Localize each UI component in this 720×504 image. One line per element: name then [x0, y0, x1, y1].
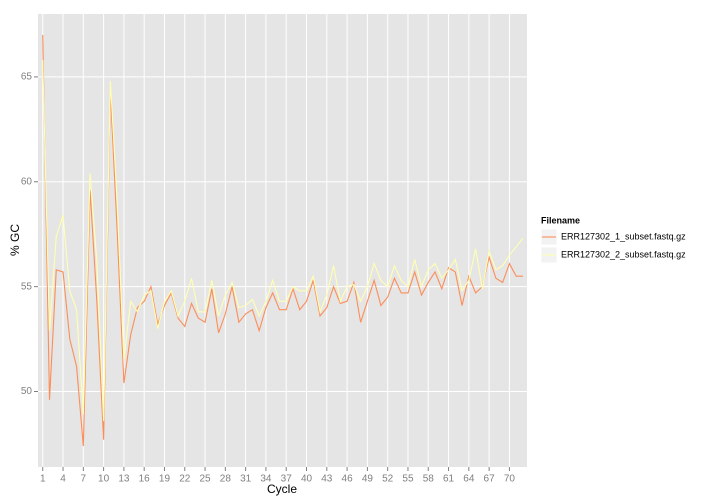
series-line	[42, 60, 524, 421]
series-line	[42, 34, 523, 447]
x-tick-label: 22	[179, 474, 191, 485]
x-tick-label: 46	[342, 474, 354, 485]
x-tick-label: 10	[98, 474, 110, 485]
legend-title: Filename	[541, 215, 580, 225]
x-tick-label: 58	[423, 474, 435, 485]
x-tick-label: 4	[60, 474, 66, 485]
x-tick-label: 43	[321, 474, 333, 485]
x-tick-label: 67	[484, 474, 496, 485]
y-axis-title: % GC	[8, 224, 22, 256]
x-tick-label: 16	[139, 474, 151, 485]
y-tick-label: 60	[21, 176, 33, 187]
y-tick-label: 50	[21, 386, 33, 397]
x-tick-label: 40	[301, 474, 313, 485]
x-tick-label: 49	[362, 474, 374, 485]
x-tick-label: 7	[81, 474, 87, 485]
x-tick-label: 25	[199, 474, 211, 485]
legend-label: ERR127302_2_subset.fastq.gz	[561, 249, 686, 259]
x-tick-label: 61	[443, 474, 455, 485]
x-tick-label: 55	[402, 474, 414, 485]
x-tick-label: 1	[40, 474, 46, 485]
x-tick-label: 34	[260, 474, 272, 485]
x-tick-label: 28	[220, 474, 232, 485]
x-tick-label: 64	[463, 474, 475, 485]
x-tick-label: 13	[118, 474, 130, 485]
x-tick-label: 52	[382, 474, 394, 485]
x-tick-label: 70	[504, 474, 516, 485]
y-tick-label: 55	[21, 281, 33, 292]
x-tick-label: 37	[281, 474, 293, 485]
legend-label: ERR127302_1_subset.fastq.gz	[561, 231, 686, 241]
y-tick-label: 65	[21, 72, 33, 83]
x-axis-title: Cycle	[267, 482, 297, 496]
x-tick-label: 31	[240, 474, 252, 485]
x-tick-label: 19	[159, 474, 171, 485]
panel	[38, 14, 527, 467]
